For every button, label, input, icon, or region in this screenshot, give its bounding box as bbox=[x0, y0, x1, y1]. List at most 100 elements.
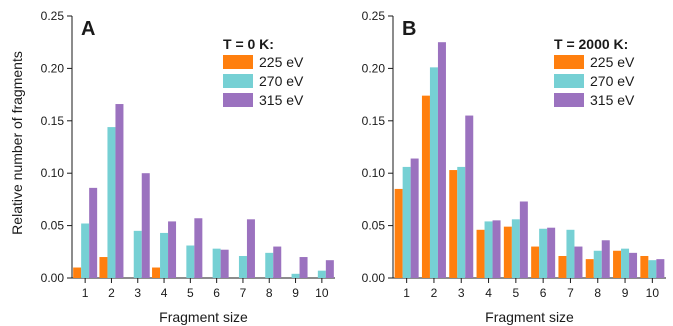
bar-270-ev-size-2 bbox=[429, 67, 438, 279]
bar-270-ev-size-9 bbox=[621, 248, 630, 278]
bar-270-ev-size-8 bbox=[265, 252, 274, 278]
x-tick-label: 4 bbox=[485, 286, 492, 300]
y-axis-title: Relative number of fragments bbox=[9, 51, 25, 235]
legend-title: T = 0 K: bbox=[223, 36, 274, 52]
bar-315-ev-size-10 bbox=[656, 259, 665, 278]
bar-225-ev-size-1 bbox=[394, 188, 403, 278]
bar-225-ev-size-2 bbox=[99, 257, 108, 278]
bar-315-ev-size-9 bbox=[299, 257, 308, 278]
x-axis-title: Fragment size bbox=[159, 309, 248, 325]
bar-270-ev-size-10 bbox=[648, 260, 657, 278]
x-tick-label: 3 bbox=[134, 286, 141, 300]
bar-315-ev-size-6 bbox=[547, 227, 556, 278]
legend-swatch bbox=[554, 93, 584, 107]
y-tick-label: 0.20 bbox=[362, 61, 386, 75]
bar-225-ev-size-6 bbox=[531, 246, 540, 278]
bar-315-ev-size-7 bbox=[246, 219, 255, 278]
bar-315-ev-size-2 bbox=[115, 104, 124, 278]
x-tick-label: 2 bbox=[108, 286, 115, 300]
panel-letter: B bbox=[402, 18, 416, 40]
x-tick-label: 3 bbox=[458, 286, 465, 300]
y-tick-label: 0.00 bbox=[362, 271, 386, 285]
bar-270-ev-size-8 bbox=[593, 250, 602, 278]
x-tick-label: 10 bbox=[646, 286, 660, 300]
x-tick-label: 5 bbox=[513, 286, 520, 300]
bar-315-ev-size-10 bbox=[325, 260, 334, 278]
bar-315-ev-size-2 bbox=[437, 42, 446, 279]
y-tick-label: 0.25 bbox=[41, 9, 65, 23]
bar-270-ev-size-6 bbox=[539, 228, 548, 278]
bar-315-ev-size-6 bbox=[220, 249, 229, 278]
bar-225-ev-size-2 bbox=[421, 95, 430, 278]
legend-label: 270 eV bbox=[259, 73, 304, 89]
bar-315-ev-size-3 bbox=[465, 115, 474, 278]
bar-315-ev-size-7 bbox=[574, 246, 583, 278]
legend-swatch bbox=[223, 55, 253, 69]
legend-label: 270 eV bbox=[590, 73, 635, 89]
bar-315-ev-size-5 bbox=[194, 218, 203, 278]
legend-title: T = 2000 K: bbox=[554, 36, 628, 52]
x-tick-label: 8 bbox=[594, 286, 601, 300]
x-tick-label: 2 bbox=[431, 286, 438, 300]
y-tick-label: 0.10 bbox=[41, 166, 65, 180]
bar-270-ev-size-3 bbox=[133, 230, 142, 278]
bar-225-ev-size-10 bbox=[640, 255, 649, 278]
bar-270-ev-size-4 bbox=[160, 232, 169, 278]
bar-315-ev-size-1 bbox=[89, 187, 98, 278]
legend-label: 315 eV bbox=[259, 92, 304, 108]
bar-270-ev-size-4 bbox=[484, 221, 493, 278]
bar-270-ev-size-2 bbox=[107, 127, 116, 278]
legend-label: 225 eV bbox=[259, 54, 304, 70]
x-tick-label: 9 bbox=[622, 286, 629, 300]
bar-315-ev-size-8 bbox=[601, 240, 610, 278]
x-tick-label: 10 bbox=[315, 286, 329, 300]
x-tick-label: 4 bbox=[161, 286, 168, 300]
bar-225-ev-size-1 bbox=[73, 267, 82, 278]
y-tick-label: 0.00 bbox=[41, 271, 65, 285]
bar-315-ev-size-5 bbox=[519, 201, 528, 278]
legend-label: 315 eV bbox=[590, 92, 635, 108]
bar-270-ev-size-5 bbox=[511, 219, 520, 278]
bar-315-ev-size-4 bbox=[168, 221, 177, 278]
x-tick-label: 1 bbox=[82, 286, 89, 300]
bar-315-ev-size-4 bbox=[492, 220, 501, 278]
bar-315-ev-size-9 bbox=[629, 252, 638, 278]
bar-225-ev-size-7 bbox=[558, 255, 567, 278]
bar-270-ev-size-3 bbox=[457, 166, 466, 278]
bar-270-ev-size-6 bbox=[212, 248, 221, 278]
bar-225-ev-size-4 bbox=[476, 229, 485, 278]
bar-270-ev-size-10 bbox=[317, 270, 326, 278]
x-tick-label: 7 bbox=[567, 286, 574, 300]
legend-swatch bbox=[223, 74, 253, 88]
bar-270-ev-size-9 bbox=[291, 273, 300, 278]
x-tick-label: 6 bbox=[540, 286, 547, 300]
x-tick-label: 8 bbox=[266, 286, 273, 300]
x-tick-label: 6 bbox=[213, 286, 220, 300]
bar-225-ev-size-3 bbox=[449, 170, 458, 278]
bar-225-ev-size-8 bbox=[585, 259, 594, 278]
bar-270-ev-size-1 bbox=[402, 166, 411, 278]
y-tick-label: 0.05 bbox=[362, 219, 386, 233]
legend-swatch bbox=[554, 55, 584, 69]
bar-315-ev-size-8 bbox=[273, 246, 282, 278]
legend-swatch bbox=[223, 93, 253, 107]
y-tick-label: 0.10 bbox=[362, 166, 386, 180]
y-tick-label: 0.15 bbox=[362, 114, 386, 128]
y-tick-label: 0.20 bbox=[41, 61, 65, 75]
bar-270-ev-size-7 bbox=[566, 229, 575, 278]
bar-315-ev-size-1 bbox=[410, 158, 419, 278]
legend-label: 225 eV bbox=[590, 54, 635, 70]
legend-swatch bbox=[554, 74, 584, 88]
bar-225-ev-size-4 bbox=[152, 267, 161, 278]
x-tick-label: 7 bbox=[240, 286, 247, 300]
bar-270-ev-size-7 bbox=[238, 255, 247, 278]
x-tick-label: 1 bbox=[403, 286, 410, 300]
bar-225-ev-size-5 bbox=[503, 226, 512, 278]
y-tick-label: 0.15 bbox=[41, 114, 65, 128]
panel-b: 0.00 0.05 0.10 0.15 0.20 0.25 1 2 3 4 5 6 7 8 9 10 Fragm… bbox=[362, 9, 666, 325]
panel-letter: A bbox=[81, 18, 95, 40]
bar-270-ev-size-1 bbox=[81, 223, 90, 278]
panel-a: 0.00 0.05 0.10 0.15 0.20 0.25 1 2 3 4 5 6 7 8 9 10 Fragm… bbox=[41, 9, 335, 325]
x-tick-label: 9 bbox=[292, 286, 299, 300]
